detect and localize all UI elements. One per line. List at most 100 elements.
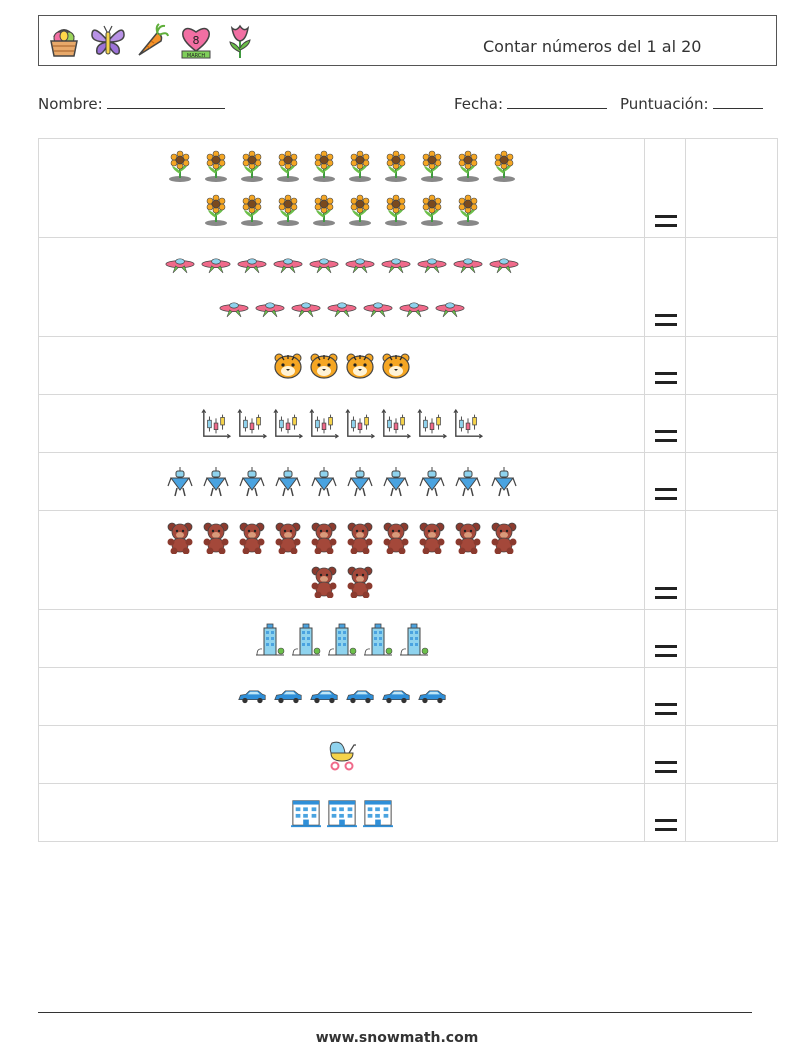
- candlestick-chart-icon: [200, 407, 231, 441]
- equals-sign: [655, 819, 677, 831]
- answer-cell[interactable]: [686, 139, 778, 237]
- equals-cell: [645, 668, 686, 725]
- items-cell: [38, 139, 645, 237]
- sunflower-icon: [309, 193, 339, 227]
- office-building-icon: [290, 796, 321, 830]
- sunflower-icon: [201, 193, 231, 227]
- equals-sign: [655, 761, 677, 773]
- items-line: [165, 521, 519, 555]
- answer-cell[interactable]: [686, 668, 778, 725]
- answer-cell[interactable]: [686, 238, 778, 336]
- sunflower-icon: [273, 149, 303, 183]
- heart-march-8-icon: 8 MARCH: [177, 20, 215, 62]
- counting-row: [38, 784, 778, 842]
- sunflower-icon: [345, 149, 375, 183]
- plane-icon: [489, 248, 519, 282]
- answer-cell[interactable]: [686, 610, 778, 667]
- plane-icon: [165, 248, 195, 282]
- sunflower-icon: [309, 149, 339, 183]
- counting-row: [38, 610, 778, 668]
- plane-icon: [399, 292, 429, 326]
- tiger-icon: [381, 349, 411, 383]
- candlestick-chart-icon: [236, 407, 267, 441]
- butterfly-icon: [89, 20, 127, 62]
- items-line: [309, 565, 375, 599]
- robot-icon: [309, 465, 339, 499]
- car-icon: [381, 680, 411, 714]
- heart-badge-text: MARCH: [187, 53, 205, 59]
- teddy-bear-icon: [237, 521, 267, 555]
- robot-icon: [273, 465, 303, 499]
- answer-cell[interactable]: [686, 511, 778, 609]
- car-icon: [417, 680, 447, 714]
- sunflower-icon: [273, 193, 303, 227]
- counting-table: [38, 138, 778, 842]
- items-line: [165, 465, 519, 499]
- equals-sign: [655, 430, 677, 442]
- equals-cell: [645, 784, 686, 841]
- footer-url[interactable]: www.snowmath.com: [315, 1030, 479, 1046]
- robot-icon: [489, 465, 519, 499]
- equals-sign: [655, 314, 677, 326]
- teddy-bear-icon: [345, 565, 375, 599]
- items-cell: [38, 453, 645, 510]
- items-line: [165, 248, 519, 282]
- answer-cell[interactable]: [686, 784, 778, 841]
- robot-icon: [237, 465, 267, 499]
- equals-cell: [645, 238, 686, 336]
- teddy-bear-icon: [309, 521, 339, 555]
- robot-icon: [165, 465, 195, 499]
- candlestick-chart-icon: [308, 407, 339, 441]
- counting-row: [38, 726, 778, 784]
- items-cell: [38, 395, 645, 452]
- candlestick-chart-icon: [272, 407, 303, 441]
- building-icon: [399, 622, 429, 656]
- equals-cell: [645, 395, 686, 452]
- teddy-bear-icon: [489, 521, 519, 555]
- car-icon: [237, 680, 267, 714]
- tiger-icon: [345, 349, 375, 383]
- score-line[interactable]: [712, 94, 763, 109]
- page-title: Contar números del 1 al 20: [483, 37, 702, 56]
- equals-sign: [655, 488, 677, 500]
- sunflower-icon: [381, 149, 411, 183]
- candlestick-chart-icon: [380, 407, 411, 441]
- answer-cell[interactable]: [686, 453, 778, 510]
- plane-icon: [435, 292, 465, 326]
- answer-cell[interactable]: [686, 395, 778, 452]
- teddy-bear-icon: [273, 521, 303, 555]
- building-icon: [291, 622, 321, 656]
- items-cell: [38, 726, 645, 783]
- carrot-icon: [133, 20, 171, 62]
- tiger-icon: [309, 349, 339, 383]
- equals-sign: [655, 587, 677, 599]
- equals-sign: [655, 215, 677, 227]
- teddy-bear-icon: [309, 565, 339, 599]
- robot-icon: [417, 465, 447, 499]
- building-icon: [255, 622, 285, 656]
- baby-stroller-icon: [327, 738, 357, 772]
- sunflower-icon: [453, 193, 483, 227]
- building-icon: [363, 622, 393, 656]
- car-icon: [309, 680, 339, 714]
- candlestick-chart-icon: [344, 407, 375, 441]
- name-line[interactable]: [106, 94, 225, 109]
- robot-icon: [381, 465, 411, 499]
- items-cell: [38, 668, 645, 725]
- counting-row: [38, 453, 778, 511]
- equals-sign: [655, 645, 677, 657]
- tiger-icon: [273, 349, 303, 383]
- teddy-bear-icon: [453, 521, 483, 555]
- answer-cell[interactable]: [686, 726, 778, 783]
- sunflower-icon: [201, 149, 231, 183]
- items-line: [219, 292, 465, 326]
- footer-rule: [38, 1012, 752, 1013]
- equals-cell: [645, 139, 686, 237]
- building-icon: [327, 622, 357, 656]
- items-line: [237, 680, 447, 714]
- date-field: Fecha:: [454, 94, 608, 113]
- sunflower-icon: [237, 193, 267, 227]
- plane-icon: [273, 248, 303, 282]
- date-line[interactable]: [507, 94, 608, 109]
- answer-cell[interactable]: [686, 337, 778, 394]
